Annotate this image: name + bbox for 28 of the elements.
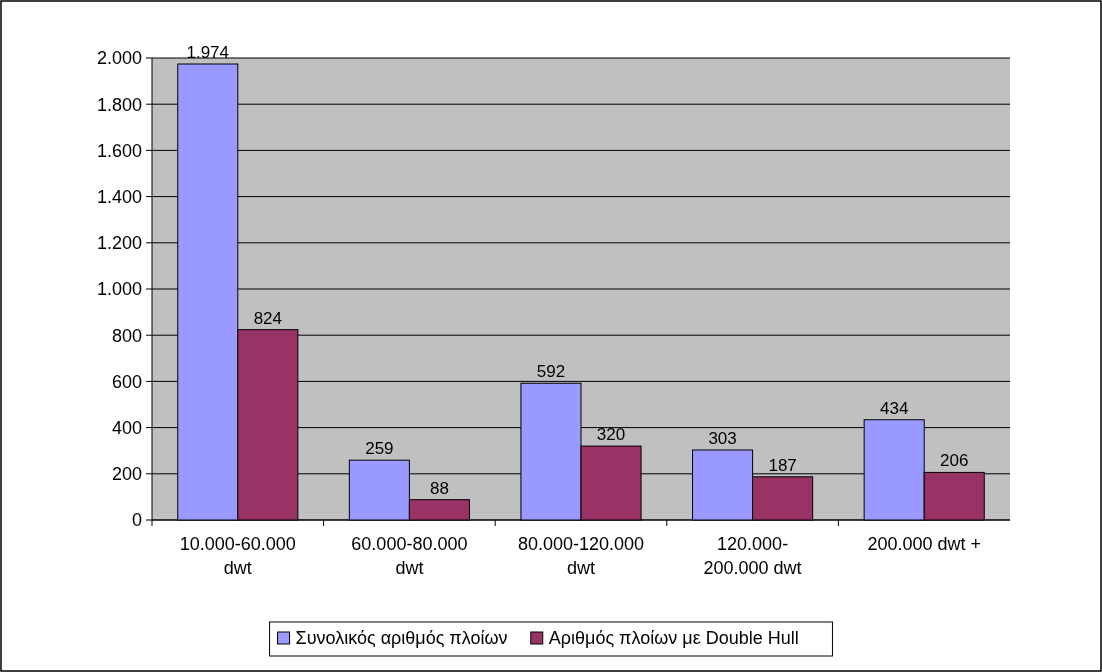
legend-label: Συνολικός αριθμός πλοίων: [295, 628, 508, 649]
x-tick-label: 10.000-60.000 dwt: [179, 534, 296, 578]
y-tick-label: 1.200: [96, 233, 142, 254]
y-tick-label: 1.000: [96, 279, 142, 300]
data-label: 592: [536, 362, 566, 382]
y-tick-label: 200: [111, 464, 142, 485]
x-tick-label: 120.000-200.000 dwt: [703, 534, 802, 578]
y-tick-label: 1.800: [96, 94, 142, 115]
y-tick-label: 2.000: [96, 48, 142, 69]
x-tick-label: 200.000 dwt +: [867, 534, 981, 554]
x-tick-label: 60.000-80.000 dwt: [351, 534, 468, 578]
data-label: 320: [596, 425, 626, 445]
legend-label: Αριθμός πλοίων με Double Hull: [548, 628, 799, 649]
y-tick-label: 0: [131, 510, 142, 531]
data-label: 88: [429, 478, 449, 498]
y-tick-label: 800: [111, 325, 142, 346]
data-label: 187: [768, 455, 797, 475]
data-label: 259: [365, 439, 394, 459]
data-label: 824: [253, 308, 283, 328]
data-label: 206: [940, 451, 969, 471]
data-label: 1.974: [186, 43, 230, 63]
y-tick-label: 600: [111, 371, 142, 392]
data-label: 434: [879, 398, 909, 418]
data-label: 303: [708, 429, 737, 449]
x-tick-label: 80.000-120.000 dwt: [517, 534, 645, 578]
y-tick-label: 400: [111, 417, 142, 438]
y-tick-label: 1.600: [96, 140, 142, 161]
y-tick-label: 1.400: [96, 186, 142, 207]
